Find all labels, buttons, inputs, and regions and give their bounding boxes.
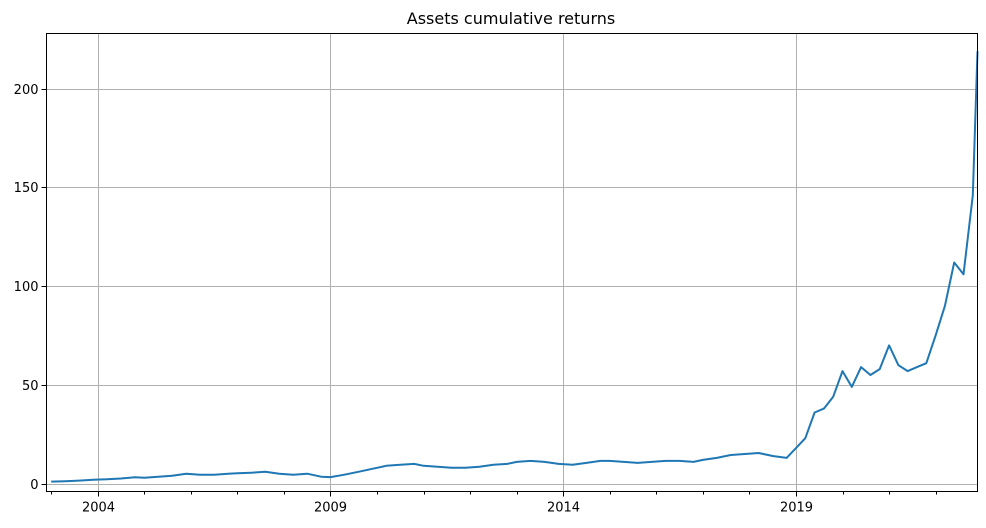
series-line — [51, 51, 979, 483]
y-tick-label: 100 — [14, 280, 39, 295]
y-tick-label: 200 — [14, 83, 39, 98]
y-tick-label: 150 — [14, 181, 39, 196]
y-tick-label: 50 — [22, 379, 39, 394]
x-tick-label: 2014 — [547, 501, 580, 516]
series-group — [51, 51, 979, 483]
plot-frame — [46, 33, 978, 492]
y-tick-label: 0 — [30, 478, 38, 493]
grid-lines — [46, 33, 978, 492]
x-tick-label: 2019 — [780, 501, 813, 516]
chart-title: Assets cumulative returns — [407, 9, 615, 28]
x-tick-label: 2004 — [82, 501, 115, 516]
x-tick-label: 2009 — [314, 501, 347, 516]
x-axis: 2004 2009 2014 2019 — [51, 491, 937, 516]
y-axis: 0 50 100 150 200 — [14, 83, 47, 493]
